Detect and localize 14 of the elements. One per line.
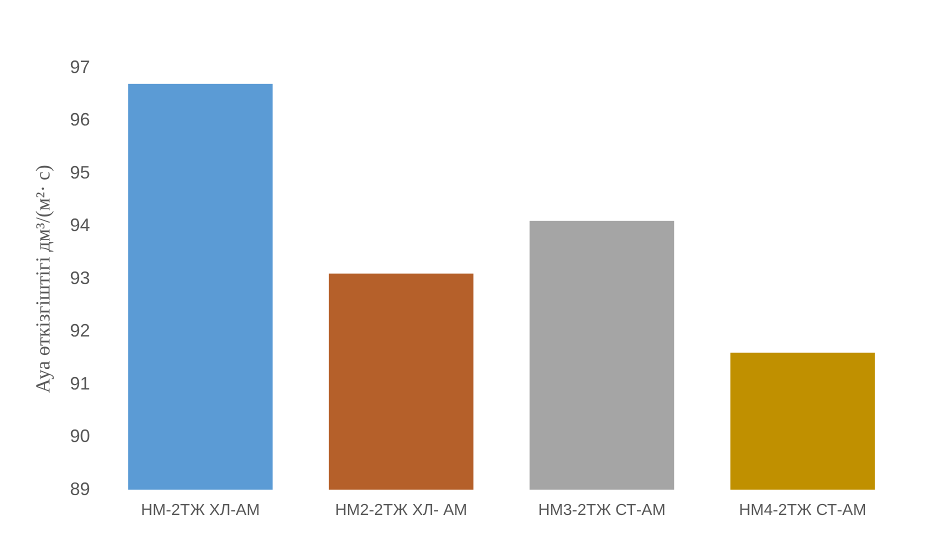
- y-tick-label: 96: [70, 110, 90, 130]
- y-tick-label: 97: [70, 56, 90, 77]
- x-tick-label: НМ3-2ТЖ СТ-АМ: [538, 502, 666, 519]
- x-tick-label: НМ2-2ТЖ ХЛ- АМ: [335, 502, 468, 519]
- y-axis-title: Ауа өткізгіштігі дм³/(м²· с): [32, 164, 54, 393]
- x-tick-label: НМ4-2ТЖ СТ-АМ: [738, 502, 866, 519]
- y-tick-label: 89: [70, 478, 90, 499]
- y-tick-label: 92: [70, 320, 90, 341]
- y-tick-label: 95: [70, 162, 90, 182]
- x-tick-label: НМ-2ТЖ ХЛ-АМ: [141, 502, 260, 519]
- y-tick-label: 93: [70, 268, 90, 288]
- y-tick-label: 90: [70, 426, 90, 446]
- y-tick-label: 94: [70, 215, 90, 236]
- y-tick-label: 91: [70, 373, 90, 394]
